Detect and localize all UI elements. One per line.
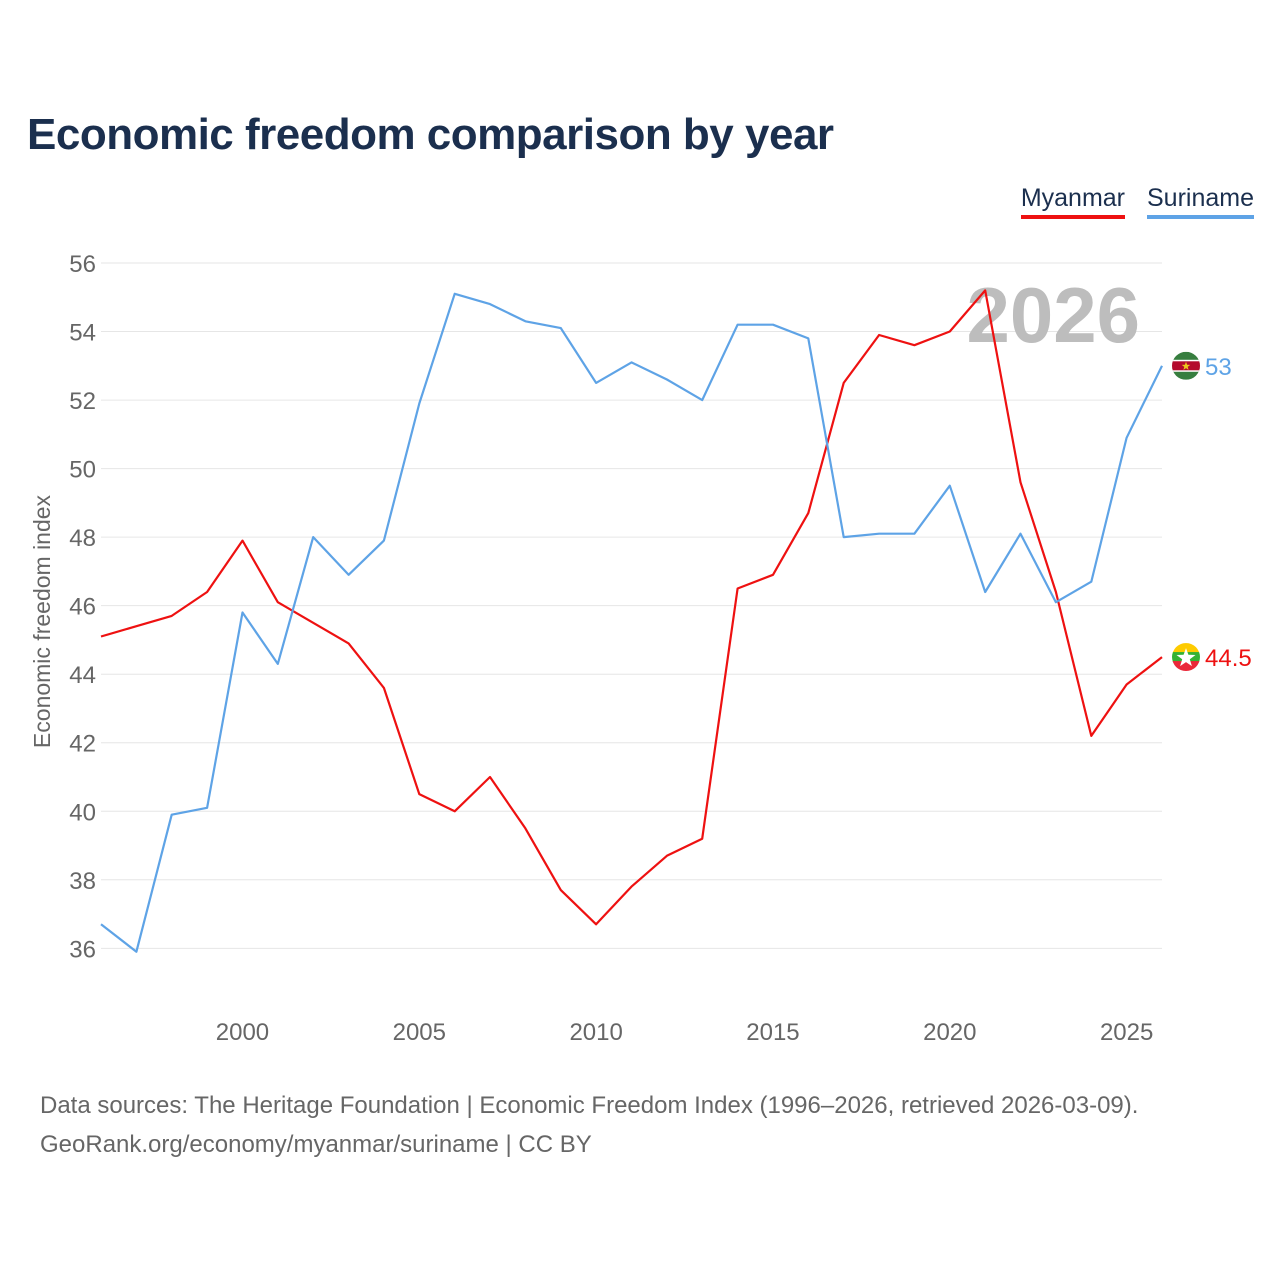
source-link[interactable]: GeoRank.org/economy/myanmar/suriname | C…: [40, 1131, 592, 1158]
y-tick-label: 44: [69, 662, 96, 689]
y-tick-label: 54: [69, 320, 96, 347]
x-tick-label: 2020: [923, 1019, 976, 1046]
y-tick-label: 48: [69, 525, 96, 552]
footer: Data sources: The Heritage Foundation | …: [40, 1086, 1138, 1164]
chart-title: Economic freedom comparison by year: [27, 110, 834, 159]
y-tick-label: 40: [69, 799, 96, 826]
x-tick-label: 2000: [216, 1019, 269, 1046]
year-watermark: 2026: [966, 271, 1140, 359]
data-sources-text: Data sources: The Heritage Foundation | …: [40, 1092, 1139, 1119]
flag-star: [1176, 648, 1196, 667]
x-tick-label: 2010: [569, 1019, 622, 1046]
legend-item-suriname[interactable]: Suriname: [1147, 184, 1254, 219]
flag-stripe: [1172, 643, 1200, 654]
end-value-label-myanmar: 44.5: [1205, 645, 1252, 672]
x-tick-label: 2005: [393, 1019, 446, 1046]
y-tick-label: 50: [69, 457, 96, 484]
end-value-label-suriname: 53: [1205, 354, 1232, 381]
y-tick-label: 52: [69, 388, 96, 415]
flag-stripe: [1172, 661, 1200, 672]
myanmar-flag-icon: [1172, 643, 1200, 672]
y-tick-label: 46: [69, 594, 96, 621]
series-line-suriname: [100, 292, 1163, 953]
y-tick-label: 42: [69, 731, 96, 758]
y-tick-label: 38: [69, 868, 96, 895]
series-line-myanmar: [100, 289, 1163, 926]
suriname-flag-icon: [1172, 351, 1200, 380]
x-tick-label: 2015: [746, 1019, 799, 1046]
legend: Myanmar Suriname: [1020, 184, 1254, 219]
y-tick-label: 36: [69, 936, 96, 963]
y-axis-label: Economic freedom index: [29, 494, 55, 748]
flag-star: [1181, 361, 1191, 370]
x-tick-label: 2025: [1100, 1019, 1153, 1046]
legend-item-myanmar[interactable]: Myanmar: [1020, 184, 1125, 219]
y-tick-label: 56: [69, 251, 96, 278]
